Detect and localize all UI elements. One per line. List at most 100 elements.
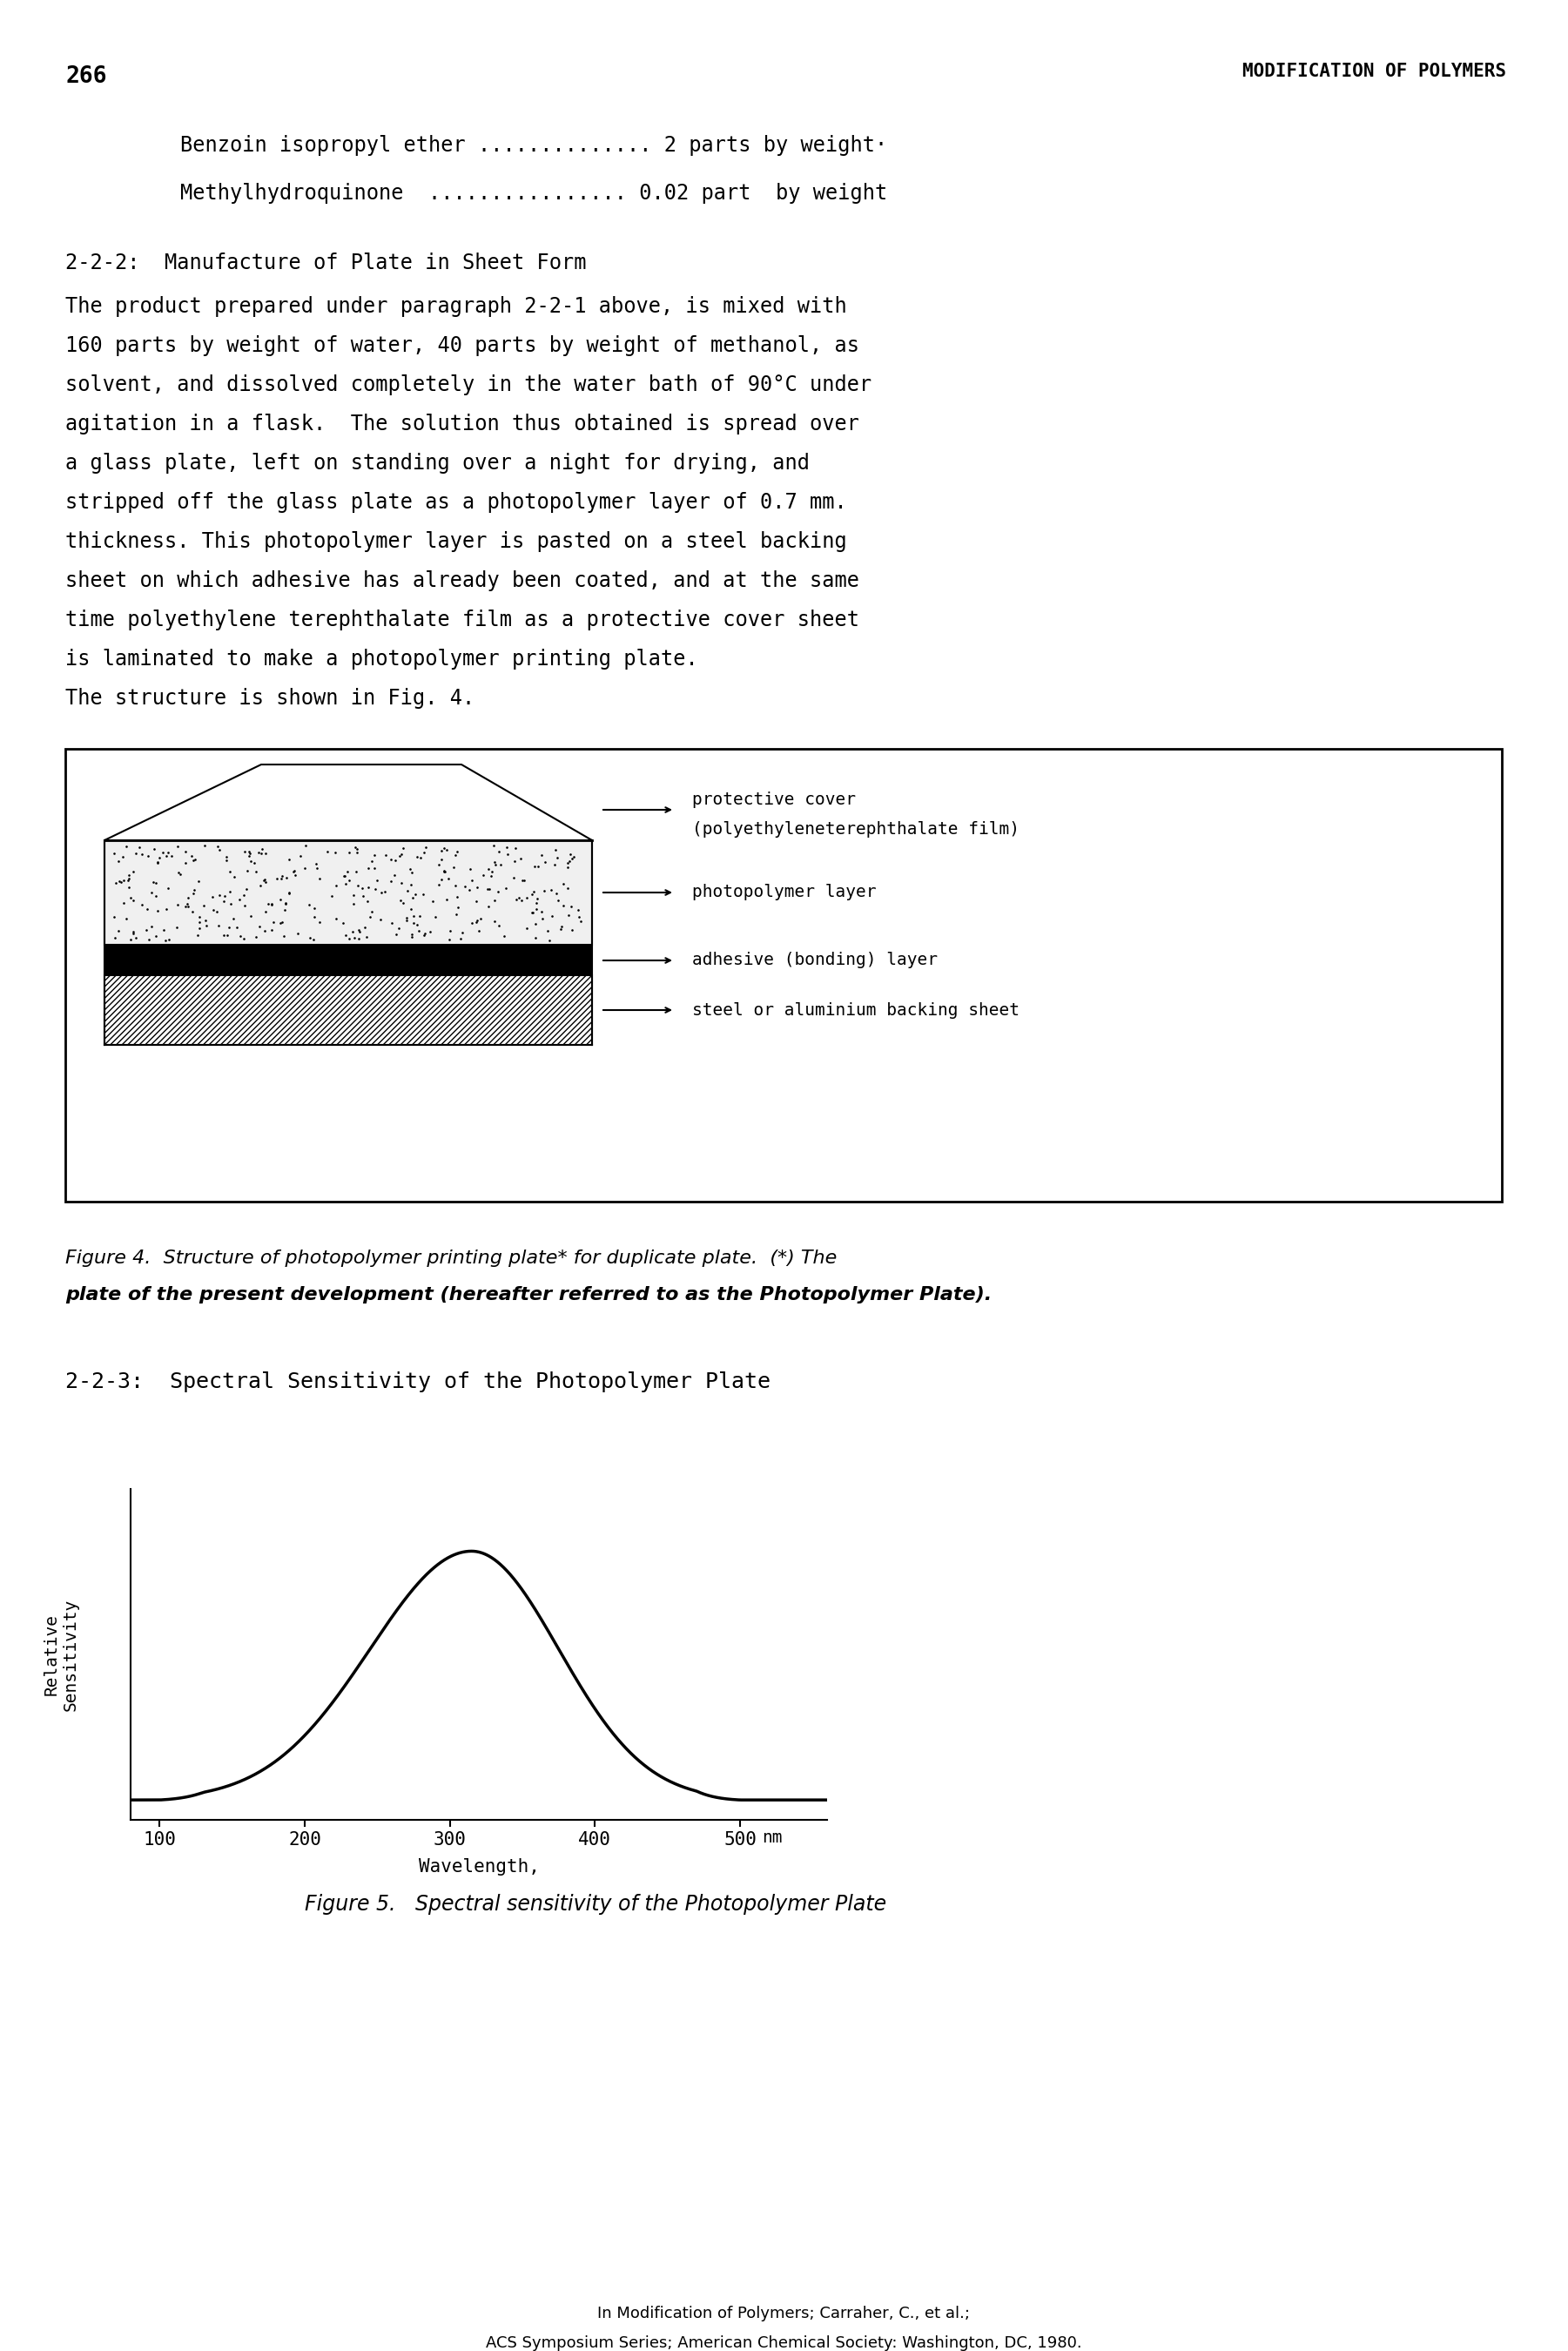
Point — [379, 863, 405, 900]
Point — [466, 912, 491, 950]
Point — [495, 835, 521, 872]
Point — [256, 884, 281, 922]
Point — [260, 903, 285, 940]
Point — [180, 875, 205, 912]
Text: thickness. This photopolymer layer is pasted on a steel backing: thickness. This photopolymer layer is pa… — [66, 531, 847, 552]
Point — [205, 828, 230, 865]
Point — [555, 870, 580, 907]
Point — [368, 900, 394, 938]
Point — [379, 903, 405, 940]
Text: The structure is shown in Fig. 4.: The structure is shown in Fig. 4. — [66, 689, 475, 708]
Point — [543, 846, 568, 884]
Point — [411, 875, 436, 912]
Text: protective cover: protective cover — [691, 790, 856, 809]
Point — [464, 903, 489, 940]
Point — [362, 837, 387, 875]
Point — [494, 870, 519, 907]
Point — [566, 891, 591, 929]
Point — [143, 863, 168, 900]
Point — [469, 900, 494, 938]
Point — [332, 917, 358, 955]
Point — [524, 879, 549, 917]
Text: nm: nm — [762, 1829, 782, 1846]
Point — [398, 917, 423, 955]
Point — [296, 886, 321, 924]
Point — [475, 889, 500, 926]
Point — [307, 860, 332, 898]
Point — [543, 832, 568, 870]
Point — [213, 842, 238, 879]
Point — [389, 863, 414, 900]
Point — [238, 842, 263, 879]
Point — [445, 889, 470, 926]
Point — [525, 849, 550, 886]
Point — [191, 828, 216, 865]
Point — [172, 886, 198, 924]
Point — [555, 849, 580, 886]
Point — [293, 828, 318, 865]
Point — [183, 839, 209, 877]
Point — [168, 856, 193, 893]
Point — [138, 907, 163, 945]
Point — [232, 877, 257, 915]
Point — [187, 903, 212, 940]
Point — [519, 875, 544, 912]
Point — [549, 907, 574, 945]
Point — [412, 915, 437, 952]
Point — [342, 884, 367, 922]
Point — [351, 877, 376, 915]
Point — [481, 828, 506, 865]
Point — [481, 903, 506, 940]
Point — [442, 868, 467, 905]
Text: Figure 5.   Spectral sensitivity of the Photopolymer Plate: Figure 5. Spectral sensitivity of the Ph… — [304, 1895, 886, 1914]
Point — [514, 910, 539, 947]
Point — [221, 858, 246, 896]
Point — [304, 849, 329, 886]
Point — [485, 872, 510, 910]
Point — [387, 837, 412, 875]
Point — [436, 860, 461, 898]
Point — [345, 868, 370, 905]
Point — [530, 900, 555, 938]
Point — [273, 886, 298, 924]
Point — [155, 835, 180, 872]
Text: 266: 266 — [66, 66, 107, 87]
Point — [259, 886, 284, 924]
Point — [403, 875, 428, 912]
Point — [246, 835, 271, 872]
Point — [224, 907, 249, 945]
Point — [232, 886, 257, 924]
Point — [431, 853, 456, 891]
Point — [154, 837, 179, 875]
Point — [441, 849, 466, 886]
Bar — [66, 750, 1502, 1201]
Point — [464, 882, 489, 919]
Text: 160 parts by weight of water, 40 parts by weight of methanol, as: 160 parts by weight of water, 40 parts b… — [66, 336, 859, 355]
Point — [270, 903, 295, 940]
Text: a glass plate, left on standing over a night for drying, and: a glass plate, left on standing over a n… — [66, 454, 809, 473]
Point — [549, 910, 574, 947]
Point — [147, 839, 172, 877]
Point — [372, 872, 397, 910]
Point — [251, 863, 276, 900]
Point — [519, 893, 544, 931]
Point — [102, 898, 127, 936]
Point — [448, 919, 474, 957]
Point — [165, 828, 190, 865]
Point — [130, 886, 155, 924]
Point — [400, 879, 425, 917]
Point — [127, 828, 152, 865]
Point — [116, 868, 141, 905]
Text: stripped off the glass plate as a photopolymer layer of 0.7 mm.: stripped off the glass plate as a photop… — [66, 491, 847, 513]
Point — [273, 884, 298, 922]
Text: sheet on which adhesive has already been coated, and at the same: sheet on which adhesive has already been… — [66, 571, 859, 590]
Point — [237, 832, 262, 870]
Point — [398, 915, 423, 952]
Point — [158, 837, 183, 875]
Point — [483, 844, 508, 882]
Point — [561, 837, 586, 875]
Point — [475, 870, 500, 907]
Text: photopolymer layer: photopolymer layer — [691, 884, 877, 900]
Point — [141, 863, 166, 900]
Point — [347, 912, 372, 950]
